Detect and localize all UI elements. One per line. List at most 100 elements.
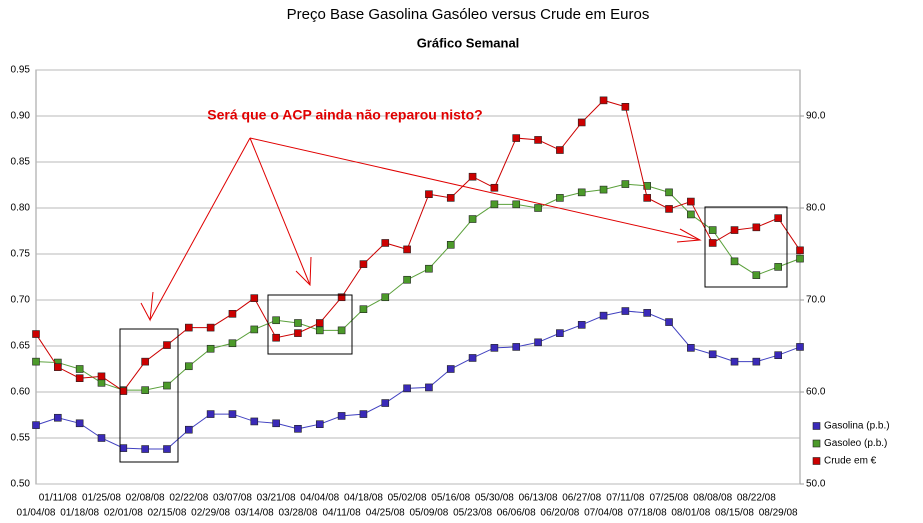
data-point	[425, 383, 433, 392]
y-tick-label: 0.90	[11, 111, 31, 122]
x-tick-label: 06/13/08	[519, 493, 558, 504]
data-point	[97, 434, 106, 442]
arrow	[149, 137, 251, 321]
y-tick-label: 0.65	[11, 341, 31, 352]
x-tick-label: 08/01/08	[671, 508, 710, 519]
data-point	[468, 172, 477, 181]
data-point	[599, 185, 608, 194]
data-point	[250, 325, 259, 334]
marks	[32, 69, 804, 485]
data-point	[577, 188, 586, 197]
data-point	[752, 357, 761, 366]
data-point	[250, 417, 259, 426]
x-tick-label: 05/16/08	[431, 493, 470, 504]
data-point	[468, 215, 477, 223]
x-tick-label: 08/29/08	[759, 508, 798, 519]
data-point	[206, 344, 215, 353]
x-tick-label: 06/06/08	[497, 508, 536, 519]
data-point	[75, 419, 84, 428]
data-point	[621, 307, 630, 315]
arrows	[140, 137, 702, 322]
arrowhead	[140, 291, 154, 322]
data-point	[185, 362, 193, 371]
data-point	[54, 363, 62, 371]
data-point	[796, 254, 804, 263]
data-point	[381, 399, 390, 407]
y2-tick-label: 70.0	[806, 295, 826, 306]
annotation: Será que o ACP ainda não reparou nisto?	[207, 107, 482, 123]
data-point	[403, 275, 411, 284]
data-point	[294, 319, 302, 327]
x-tick-label: 07/04/08	[584, 508, 623, 519]
data-point	[272, 316, 280, 325]
data-point	[359, 260, 368, 268]
x-tick-label: 06/20/08	[540, 508, 579, 519]
arrow	[249, 137, 311, 286]
data-point	[665, 188, 673, 197]
data-point	[141, 357, 149, 366]
x-tick-label: 05/02/08	[388, 493, 427, 504]
data-point	[425, 264, 433, 273]
legend-label: Gasoleo (p.b.)	[824, 438, 887, 449]
data-point	[228, 339, 237, 348]
data-point	[490, 200, 499, 209]
series-line	[35, 99, 801, 392]
y-tick-label: 0.95	[11, 65, 31, 76]
x-tick-label: 05/09/08	[409, 508, 448, 519]
legend-swatch	[812, 457, 821, 465]
data-point	[446, 194, 455, 202]
data-point	[556, 194, 564, 202]
data-point	[294, 424, 302, 433]
data-point	[752, 223, 761, 232]
data-point	[774, 263, 782, 271]
data-point	[665, 205, 673, 213]
arrowhead	[295, 256, 312, 287]
data-point	[534, 204, 542, 212]
data-point	[228, 410, 237, 418]
legend-swatch	[812, 439, 821, 448]
chart-title: Preço Base Gasolina Gasóleo versus Crude…	[287, 6, 650, 23]
data-point	[796, 343, 804, 351]
data-point	[163, 445, 171, 453]
arrowhead	[676, 228, 702, 243]
data-point	[337, 412, 346, 420]
x-tick-label: 02/15/08	[148, 508, 187, 519]
data-point	[272, 419, 280, 428]
y2-tick-label: 60.0	[806, 387, 826, 398]
x-tick-label: 04/18/08	[344, 493, 383, 504]
y-tick-label: 0.85	[11, 157, 31, 168]
data-point	[228, 309, 237, 318]
data-point	[490, 183, 499, 192]
x-tick-label: 08/08/08	[693, 493, 732, 504]
data-point	[337, 293, 346, 302]
x-tick-label: 02/22/08	[169, 493, 208, 504]
data-point	[381, 293, 390, 302]
data-point	[32, 357, 40, 366]
x-tick-label: 01/18/08	[60, 508, 99, 519]
data-point	[163, 381, 171, 390]
x-tick-label: 03/28/08	[278, 508, 317, 519]
data-point	[206, 410, 215, 418]
y-tick-label: 0.60	[11, 387, 31, 398]
data-point	[708, 226, 717, 234]
series-line	[35, 183, 801, 391]
x-tick-label: 02/08/08	[126, 493, 165, 504]
data-point	[403, 384, 411, 393]
x-tick-label: 07/25/08	[650, 493, 689, 504]
x-tick-label: 03/07/08	[213, 493, 252, 504]
data-point	[54, 413, 62, 422]
chart-subtitle: Gráfico Semanal	[417, 35, 520, 50]
data-point	[294, 329, 302, 337]
data-point	[774, 214, 782, 222]
data-point	[687, 197, 695, 206]
y-tick-label: 0.80	[11, 203, 31, 214]
x-tick-label: 01/25/08	[82, 493, 121, 504]
data-point	[403, 245, 411, 254]
x-tick-label: 03/21/08	[257, 493, 296, 504]
data-point	[512, 343, 521, 351]
data-point	[425, 190, 433, 198]
data-point	[381, 239, 390, 247]
data-point	[774, 351, 782, 360]
x-tick-label: 04/25/08	[366, 508, 405, 519]
